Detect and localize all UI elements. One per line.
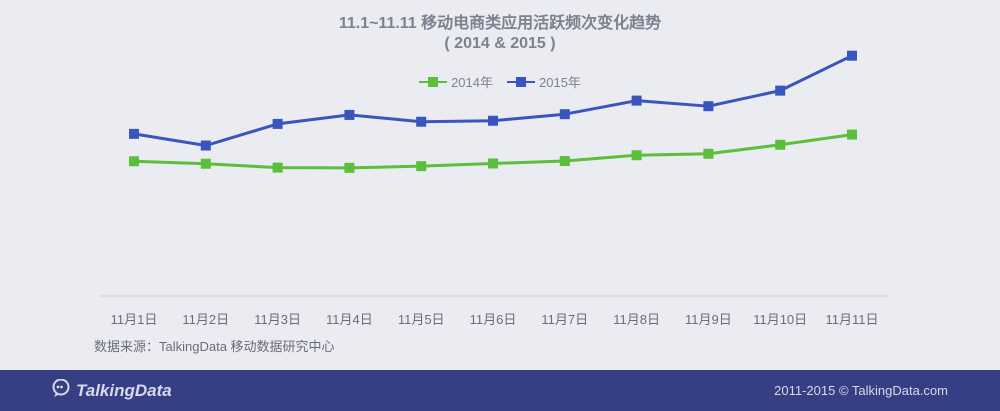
legend-item-2014[interactable]: 2014年 — [419, 72, 493, 91]
footer-bar: TalkingData 2011-2015 © TalkingData.com — [0, 370, 1000, 411]
x-tick-label: 11月5日 — [398, 312, 445, 327]
data-point-2014[interactable] — [703, 148, 714, 159]
footer-brand-text: TalkingData — [76, 380, 172, 400]
data-point-2014[interactable] — [129, 156, 139, 167]
data-point-2014[interactable] — [272, 162, 283, 173]
chart-title: 11.1~11.11 移动电商类应用活跃频次变化趋势 ( 2014 & 2015… — [0, 14, 1000, 54]
legend-label-2014: 2014年 — [451, 75, 493, 90]
x-tick-label: 11月3日 — [254, 312, 301, 327]
data-point-2014[interactable] — [488, 158, 498, 169]
x-tick-label: 11月2日 — [182, 312, 229, 327]
legend-label-2015: 2015年 — [539, 75, 581, 90]
data-point-2014[interactable] — [416, 161, 427, 172]
footer-brand[interactable]: TalkingData — [52, 378, 172, 402]
legend-item-2015[interactable]: 2015年 — [507, 72, 581, 91]
legend-swatch-2015 — [507, 76, 535, 88]
legend-swatch-2014 — [419, 76, 448, 88]
chat-bubble-icon — [52, 378, 70, 402]
chart-subtitle: ( 2014 & 2015 ) — [444, 35, 556, 52]
data-point-2015[interactable] — [344, 109, 355, 120]
x-tick-label: 11月6日 — [470, 312, 517, 327]
x-tick-label: 11月11日 — [826, 312, 879, 327]
data-point-2015[interactable] — [631, 95, 642, 106]
data-point-2014[interactable] — [847, 129, 857, 140]
data-point-2015[interactable] — [847, 50, 857, 61]
line-chart: 11月1日 11月2日 11月3日 11月4日 11月5日 11月6日 11月7日 11月8日… — [100, 50, 890, 327]
data-point-2015[interactable] — [416, 116, 427, 127]
data-point-2014[interactable] — [631, 150, 642, 161]
x-tick-label: 11月4日 — [326, 312, 373, 327]
chart-legend: 2014年 2015年 — [0, 72, 1000, 91]
x-tick-label: 11月10日 — [753, 312, 807, 327]
x-tick-label: 11月9日 — [685, 312, 732, 327]
data-point-2015[interactable] — [200, 140, 211, 151]
footer-copyright: 2011-2015 © TalkingData.com — [774, 383, 948, 398]
source-note: 数据来源：TalkingData 移动数据研究中心 — [94, 339, 335, 354]
data-point-2015[interactable] — [272, 118, 283, 129]
data-point-2015[interactable] — [129, 128, 139, 139]
data-point-2014[interactable] — [344, 162, 355, 173]
data-point-2015[interactable] — [703, 101, 714, 112]
x-tick-label: 11月1日 — [111, 312, 158, 327]
series-line-2015 — [133, 54, 853, 148]
x-tick-label: 11月8日 — [613, 312, 660, 327]
x-tick-label: 11月7日 — [541, 312, 588, 327]
data-point-2015[interactable] — [775, 85, 786, 96]
data-point-2015[interactable] — [559, 109, 570, 120]
data-point-2014[interactable] — [559, 156, 570, 167]
data-point-2014[interactable] — [200, 158, 211, 169]
data-point-2014[interactable] — [775, 139, 786, 150]
chart-title-text: 11.1~11.11 移动电商类应用活跃频次变化趋势 — [338, 15, 662, 32]
data-point-2015[interactable] — [488, 115, 498, 126]
